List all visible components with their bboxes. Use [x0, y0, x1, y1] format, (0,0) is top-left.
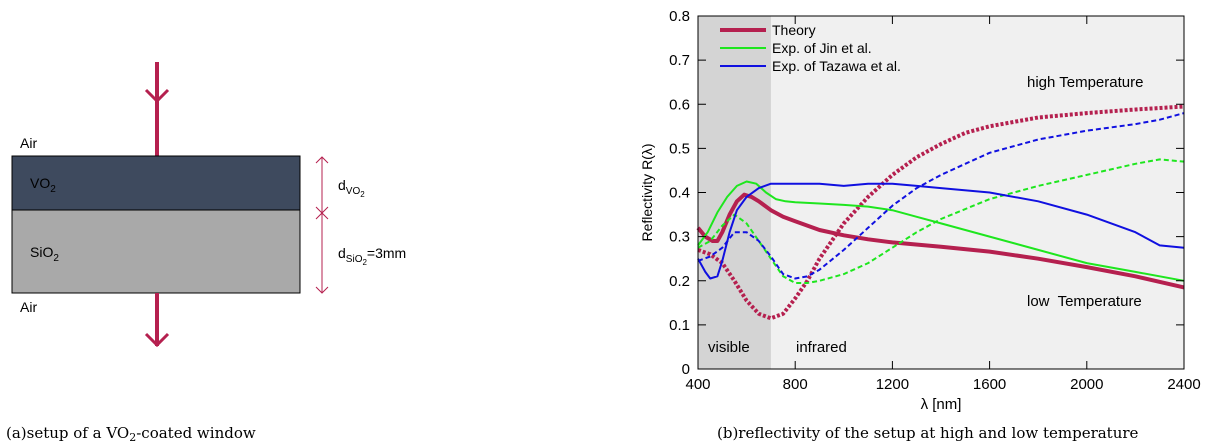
- sio2-layer-label: SiO2: [30, 244, 59, 264]
- d-sio2-label: dSiO2=3mm: [338, 245, 406, 267]
- x-tick-label: 1200: [876, 376, 909, 393]
- x-tick-label: 1600: [973, 376, 1006, 393]
- x-tick-label: 2000: [1070, 376, 1103, 393]
- y-tick-label: 0.8: [669, 8, 690, 25]
- series-line-1: [696, 192, 1185, 290]
- series-line-2: [697, 104, 1185, 321]
- sio2-layer: [11, 209, 301, 294]
- visible-region-shade: [698, 16, 771, 369]
- transmitted-arrow: [144, 293, 170, 348]
- vo2-layer-label: VO2: [30, 175, 56, 195]
- legend-label-2: Exp. of Jin et al.: [772, 40, 872, 56]
- air-bottom-label: Air: [20, 299, 37, 315]
- x-tick-label: 2400: [1167, 376, 1200, 393]
- high-temperature-label: high Temperature: [1027, 74, 1143, 91]
- caption-a: (a)setup of a VO2-coated window: [6, 424, 256, 444]
- series-line-3: [697, 180, 1185, 282]
- low-temperature-label: low Temperature: [1027, 293, 1142, 310]
- visible-region-label: visible: [708, 339, 750, 356]
- sio2-thickness-indicator: [315, 212, 329, 294]
- legend-label-1: Theory: [772, 22, 816, 38]
- y-tick-label: 0.1: [669, 317, 690, 334]
- vo2-layer: [11, 155, 301, 211]
- y-axis-label: Reflectivity R(λ): [639, 143, 655, 241]
- incident-arrow: [144, 62, 170, 156]
- y-tick-label: 0.4: [669, 185, 690, 202]
- plot-area: [698, 16, 1184, 369]
- y-tick-label: 0: [682, 361, 690, 378]
- infrared-region-label: infrared: [796, 339, 847, 356]
- series-line-5: [697, 182, 1185, 280]
- caption-b: (b)reflectivity of the setup at high and…: [717, 424, 1139, 442]
- series-line-4: [697, 158, 1185, 284]
- d-vo2-label: dVO2: [338, 177, 365, 199]
- air-top-label: Air: [20, 135, 37, 151]
- y-tick-label: 0.6: [669, 96, 690, 113]
- y-tick-label: 0.7: [669, 52, 690, 69]
- x-tick-label: 400: [685, 376, 710, 393]
- reflectivity-chart: 400 800 1200 1600 2000 2400 0 0.1 0.2 0.3 0.4 0.5 0.…: [639, 8, 1201, 413]
- vo2-thickness-indicator: [315, 156, 329, 214]
- y-tick-label: 0.5: [669, 140, 690, 157]
- y-tick-label: 0.2: [669, 273, 690, 290]
- x-tick-label: 800: [783, 376, 808, 393]
- y-tick-label: 0.3: [669, 229, 690, 246]
- legend-label-3: Exp. of Tazawa et al.: [772, 58, 901, 74]
- x-axis-label: λ [nm]: [921, 396, 962, 413]
- series-line-6: [697, 112, 1185, 280]
- setup-diagram: Air Air VO2 SiO2 dVO2 dSiO2=3mm: [11, 62, 406, 348]
